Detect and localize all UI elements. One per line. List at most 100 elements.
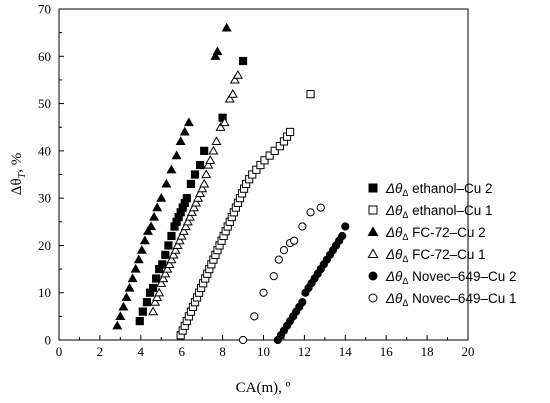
data-point xyxy=(306,90,315,99)
x-axis: 0 2 4 6 8 10 12 14 16 18 20 xyxy=(56,335,475,359)
legend-series-name: ethanol–Cu 2 xyxy=(408,181,492,196)
data-point xyxy=(227,88,238,98)
data-point xyxy=(136,245,147,254)
x-tick-label: 16 xyxy=(380,344,394,359)
data-point xyxy=(191,197,202,207)
y-axis-label-main: Δθ xyxy=(9,178,25,195)
data-point xyxy=(142,298,152,307)
legend-item: ΔθΔ Novec–649–Cu 2 xyxy=(368,269,516,286)
data-point xyxy=(338,231,347,241)
x-tick-label: 6 xyxy=(178,344,185,359)
legend-label: ΔθΔ ethanol–Cu 1 xyxy=(385,203,492,220)
data-point xyxy=(156,192,167,202)
x-tick-label: 4 xyxy=(138,344,145,359)
x-tick-label: 20 xyxy=(462,344,475,359)
data-point xyxy=(166,254,177,264)
x-tick-label: 2 xyxy=(97,344,104,359)
data-point xyxy=(156,278,167,287)
data-point xyxy=(200,146,209,155)
data-point xyxy=(124,282,135,292)
legend-series-name: Novec–649–Cu 2 xyxy=(408,269,516,284)
data-point xyxy=(121,292,132,302)
data-point xyxy=(203,159,214,169)
legend-label: ΔθΔ Novec–649–Cu 2 xyxy=(385,269,516,286)
data-point xyxy=(298,222,307,231)
legend-subscript: Δ xyxy=(402,188,408,198)
data-point xyxy=(180,221,191,231)
data-point xyxy=(149,211,160,221)
data-point xyxy=(146,221,157,231)
data-point xyxy=(154,287,165,297)
x-tick-label: 18 xyxy=(421,344,434,359)
data-point xyxy=(341,222,350,231)
data-point xyxy=(238,335,248,345)
data-point xyxy=(219,117,230,127)
legend-label: ΔθΔ FC-72–Cu 2 xyxy=(385,225,486,242)
data-point xyxy=(142,226,153,235)
y-tick-label: 0 xyxy=(45,333,52,348)
x-tick-label: 8 xyxy=(219,344,226,359)
y-axis-label-unit: , % xyxy=(9,153,25,173)
data-point xyxy=(164,259,175,268)
data-point xyxy=(168,249,179,259)
data-point xyxy=(201,169,212,179)
data-point xyxy=(138,307,147,316)
data-point xyxy=(269,272,278,281)
legend-series-name: FC-72–Cu 2 xyxy=(408,225,485,240)
y-tick-label: 60 xyxy=(38,49,51,64)
data-point xyxy=(188,202,199,212)
data-point xyxy=(285,127,295,137)
data-point xyxy=(316,203,325,212)
legend-label: ΔθΔ FC-72–Cu 1 xyxy=(385,247,486,264)
data-point xyxy=(232,70,243,79)
data-point xyxy=(167,231,176,241)
data-point xyxy=(175,136,186,146)
legend-subscript: Δ xyxy=(402,232,408,242)
legend-marker xyxy=(368,205,378,215)
data-point xyxy=(184,211,195,221)
legend-symbol: Δθ xyxy=(385,181,403,196)
data-point xyxy=(139,235,150,245)
data-point xyxy=(118,301,129,311)
data-point xyxy=(162,263,173,273)
y-tick-label: 30 xyxy=(38,191,51,206)
data-point xyxy=(164,241,173,250)
series-5 xyxy=(273,222,350,345)
legend-symbol: Δθ xyxy=(385,291,403,306)
data-point xyxy=(152,202,163,212)
data-point xyxy=(133,254,144,264)
data-point xyxy=(229,74,240,84)
series-4 xyxy=(148,70,243,316)
legend-series-name: ethanol–Cu 1 xyxy=(408,203,492,218)
data-point xyxy=(193,192,204,202)
series-1 xyxy=(135,56,248,326)
y-tick-label: 20 xyxy=(38,238,51,253)
data-point xyxy=(270,146,279,155)
legend-symbol: Δθ xyxy=(385,247,403,262)
legend-item: ΔθΔ FC-72–Cu 2 xyxy=(367,225,486,242)
y-tick-label: 50 xyxy=(38,96,51,111)
data-point xyxy=(174,235,185,245)
series-3 xyxy=(112,22,232,330)
data-point xyxy=(265,151,274,160)
data-point xyxy=(186,207,197,216)
legend-item: ΔθΔ Novec–649–Cu 1 xyxy=(368,291,516,308)
data-point xyxy=(298,298,307,307)
x-tick-label: 0 xyxy=(56,344,63,359)
legend-label: ΔθΔ Novec–649–Cu 1 xyxy=(385,291,516,308)
data-point xyxy=(221,22,232,32)
legend-label: ΔθΔ ethanol–Cu 2 xyxy=(385,181,492,198)
data-point xyxy=(260,156,269,165)
data-point xyxy=(112,320,123,330)
data-point xyxy=(172,240,183,250)
legend-symbol: Δθ xyxy=(385,225,403,240)
data-point xyxy=(158,273,169,283)
legend-item: ΔθΔ FC-72–Cu 1 xyxy=(367,247,486,264)
data-point xyxy=(210,51,221,60)
y-axis-label-sub: T xyxy=(17,171,28,178)
data-point xyxy=(158,260,167,269)
legend-series-name: Novec–649–Cu 1 xyxy=(408,291,516,306)
data-point xyxy=(279,246,289,255)
data-point xyxy=(135,316,144,326)
